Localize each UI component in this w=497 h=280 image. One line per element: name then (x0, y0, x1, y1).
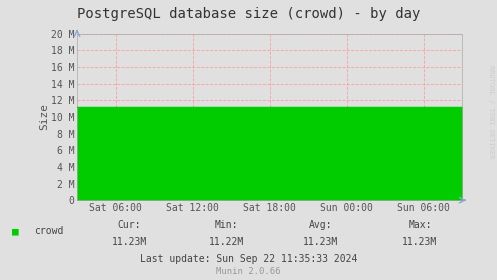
Text: 11.22M: 11.22M (209, 237, 244, 247)
Text: 11.23M: 11.23M (112, 237, 147, 247)
Text: Max:: Max: (408, 220, 432, 230)
Text: ■: ■ (12, 226, 19, 236)
Text: 11.23M: 11.23M (303, 237, 338, 247)
Text: PostgreSQL database size (crowd) - by day: PostgreSQL database size (crowd) - by da… (77, 7, 420, 21)
Text: Last update: Sun Sep 22 11:35:33 2024: Last update: Sun Sep 22 11:35:33 2024 (140, 254, 357, 264)
Text: 11.23M: 11.23M (403, 237, 437, 247)
Text: Munin 2.0.66: Munin 2.0.66 (216, 267, 281, 276)
Y-axis label: Size: Size (39, 103, 49, 130)
Text: RRDTOOL / TOBI OETIKER: RRDTOOL / TOBI OETIKER (488, 65, 494, 159)
Text: crowd: crowd (34, 226, 63, 236)
Text: Avg:: Avg: (309, 220, 332, 230)
Text: Cur:: Cur: (117, 220, 141, 230)
Text: Min:: Min: (214, 220, 238, 230)
